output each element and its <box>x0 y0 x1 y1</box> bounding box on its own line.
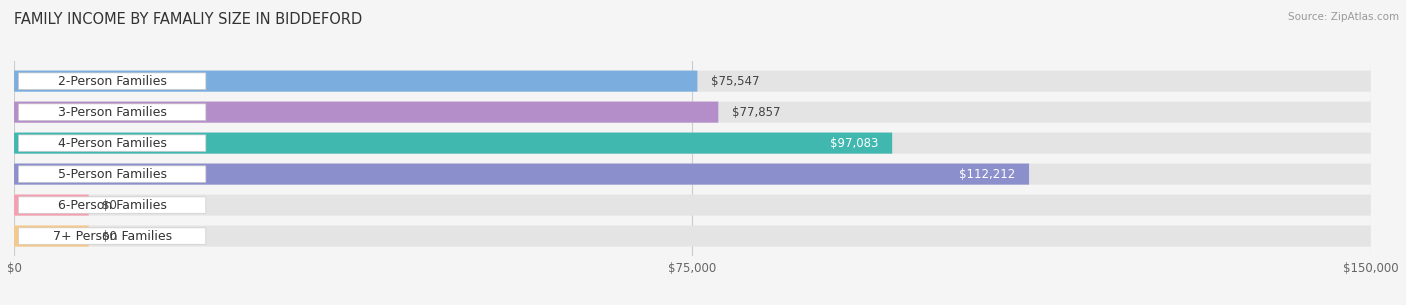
FancyBboxPatch shape <box>18 135 205 151</box>
FancyBboxPatch shape <box>14 70 1371 92</box>
Text: FAMILY INCOME BY FAMALIY SIZE IN BIDDEFORD: FAMILY INCOME BY FAMALIY SIZE IN BIDDEFO… <box>14 12 363 27</box>
FancyBboxPatch shape <box>14 70 697 92</box>
Text: $0: $0 <box>103 230 117 242</box>
Text: 3-Person Families: 3-Person Families <box>58 106 167 119</box>
FancyBboxPatch shape <box>18 104 205 120</box>
FancyBboxPatch shape <box>14 163 1029 185</box>
FancyBboxPatch shape <box>18 166 205 182</box>
FancyBboxPatch shape <box>18 228 205 244</box>
Text: 6-Person Families: 6-Person Families <box>58 199 167 212</box>
FancyBboxPatch shape <box>14 195 89 216</box>
Text: 5-Person Families: 5-Person Families <box>58 167 167 181</box>
Text: 4-Person Families: 4-Person Families <box>58 137 167 150</box>
FancyBboxPatch shape <box>14 133 893 154</box>
Text: Source: ZipAtlas.com: Source: ZipAtlas.com <box>1288 12 1399 22</box>
Text: 7+ Person Families: 7+ Person Families <box>52 230 172 242</box>
FancyBboxPatch shape <box>14 195 1371 216</box>
Text: $75,547: $75,547 <box>711 75 759 88</box>
FancyBboxPatch shape <box>14 102 718 123</box>
FancyBboxPatch shape <box>18 197 205 213</box>
FancyBboxPatch shape <box>14 225 1371 247</box>
Text: $0: $0 <box>103 199 117 212</box>
Text: 2-Person Families: 2-Person Families <box>58 75 167 88</box>
FancyBboxPatch shape <box>14 163 1371 185</box>
Text: $97,083: $97,083 <box>831 137 879 150</box>
Text: $112,212: $112,212 <box>959 167 1015 181</box>
FancyBboxPatch shape <box>18 73 205 89</box>
FancyBboxPatch shape <box>14 133 1371 154</box>
FancyBboxPatch shape <box>14 102 1371 123</box>
FancyBboxPatch shape <box>14 225 89 247</box>
Text: $77,857: $77,857 <box>733 106 780 119</box>
